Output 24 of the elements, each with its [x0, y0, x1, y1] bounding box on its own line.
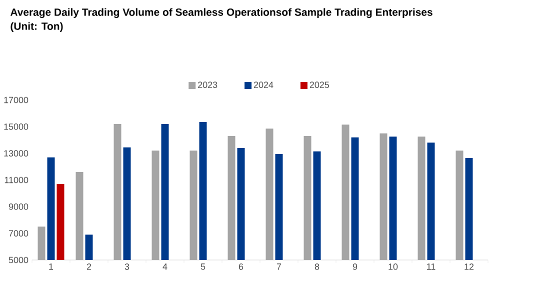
legend-label: 2023: [198, 82, 218, 88]
x-tick-label: 4: [162, 264, 168, 270]
y-tick-label: 17000: [4, 96, 28, 104]
legend-label: 2024: [254, 82, 274, 88]
legend-label: 2025: [310, 82, 330, 88]
y-tick-label: 15000: [4, 123, 28, 130]
x-tick-label: 5: [200, 264, 206, 270]
y-tick-label: 9000: [8, 203, 28, 210]
x-tick-label: 9: [352, 264, 358, 270]
x-tick-label: 12: [464, 264, 474, 270]
x-tick-label: 8: [314, 264, 320, 270]
x-tick-label: 11: [427, 264, 436, 270]
x-tick-label: 7: [276, 264, 282, 270]
y-tick-label: 11000: [4, 176, 28, 184]
chart-subtitle: (Unit: Ton): [10, 22, 63, 32]
x-tick-label: 10: [388, 264, 398, 270]
chart-title: Average Daily Trading Volume of Seamless Operationsof Sample Trading Enterprises: [10, 8, 432, 18]
y-tick-label: 5000: [8, 256, 28, 264]
x-tick-label: 3: [124, 264, 130, 270]
x-tick-label: 2: [86, 264, 92, 270]
y-tick-label: 13000: [4, 150, 28, 157]
x-tick-label: 6: [238, 264, 244, 270]
x-tick-label: 1: [49, 264, 54, 270]
y-tick-label: 7000: [8, 230, 28, 237]
